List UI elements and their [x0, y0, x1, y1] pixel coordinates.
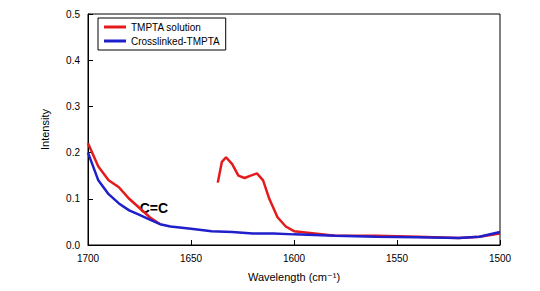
- svg-text:0.1: 0.1: [66, 193, 80, 204]
- svg-text:1500: 1500: [489, 253, 512, 264]
- svg-text:0.2: 0.2: [66, 147, 80, 158]
- svg-text:C=C: C=C: [139, 200, 169, 216]
- svg-text:1600: 1600: [283, 253, 306, 264]
- svg-text:Crosslinked-TMPTA: Crosslinked-TMPTA: [131, 36, 220, 47]
- svg-text:TMPTA solution: TMPTA solution: [131, 22, 201, 33]
- svg-text:0.3: 0.3: [66, 101, 80, 112]
- svg-text:Intensity: Intensity: [39, 109, 51, 150]
- svg-text:0.0: 0.0: [66, 240, 80, 251]
- svg-text:1550: 1550: [386, 253, 409, 264]
- svg-text:1650: 1650: [180, 253, 203, 264]
- svg-text:0.4: 0.4: [66, 55, 80, 66]
- svg-text:1700: 1700: [77, 253, 100, 264]
- svg-text:Wavelength (cm⁻¹): Wavelength (cm⁻¹): [248, 271, 340, 283]
- svg-text:0.5: 0.5: [66, 9, 80, 20]
